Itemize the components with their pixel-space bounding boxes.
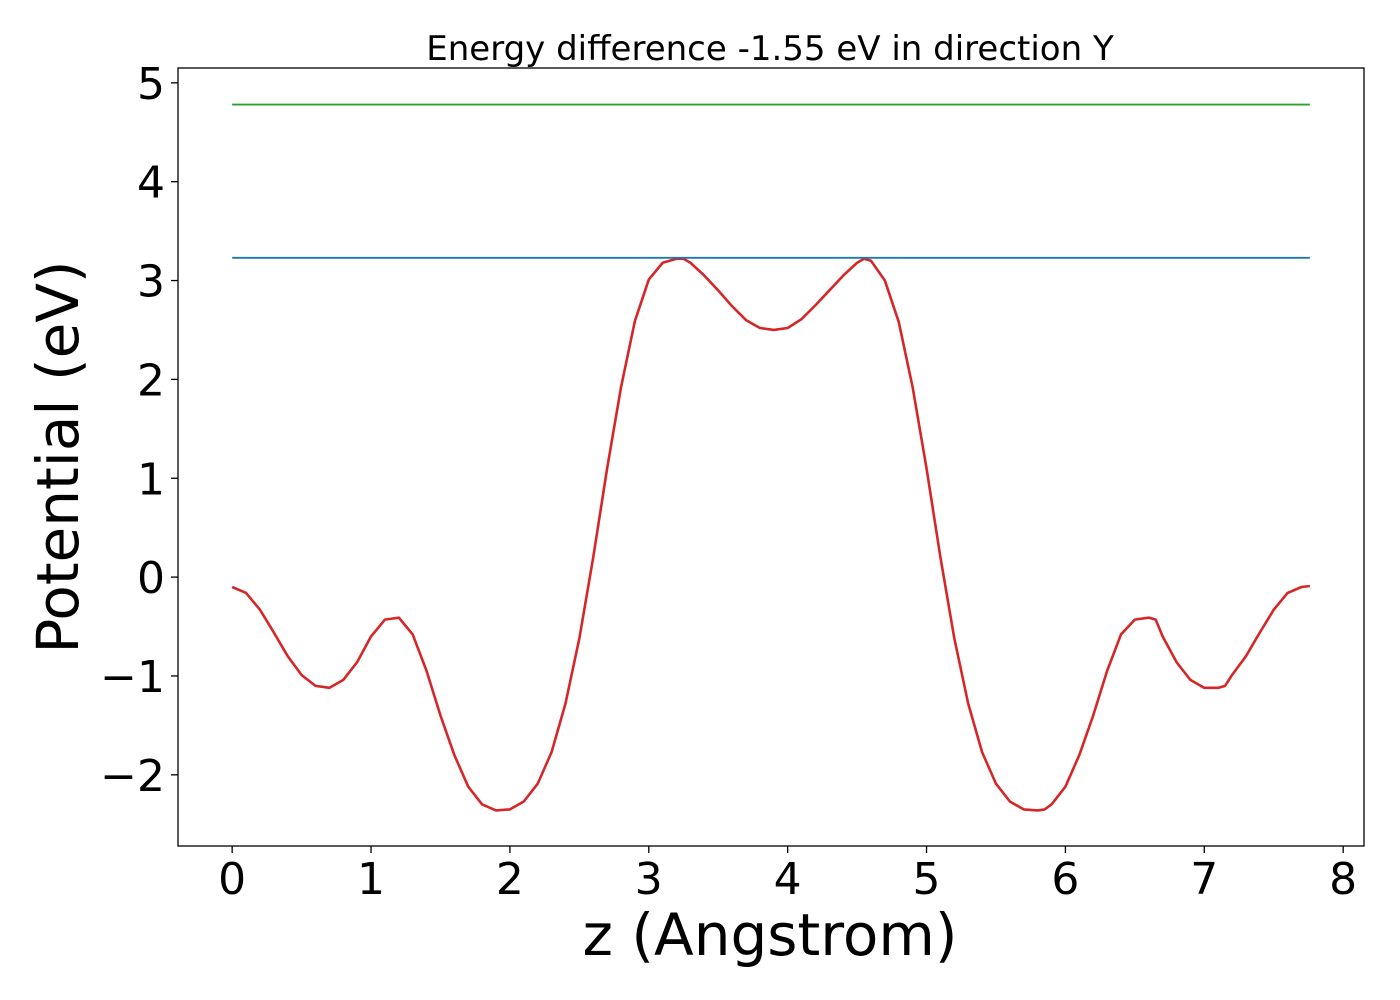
- plot-frame: [177, 67, 1365, 847]
- y-axis: −2 −1 0 1 2 3 4 5: [100, 59, 178, 802]
- x-tick-label: 5: [913, 854, 941, 905]
- x-tick-label: 2: [496, 854, 524, 905]
- x-tick-label: 0: [218, 854, 246, 905]
- y-tick-label: −1: [100, 652, 165, 703]
- x-tick-label: 1: [357, 854, 385, 905]
- y-axis-label: Potential (eV): [24, 260, 92, 653]
- x-tick-label: 6: [1051, 854, 1079, 905]
- y-tick-label: 5: [137, 59, 165, 110]
- x-tick-label: 4: [774, 854, 802, 905]
- x-axis: 0 1 2 3 4 5 6 7 8: [218, 846, 1357, 905]
- x-tick-label: 7: [1190, 854, 1218, 905]
- chart-title: Energy difference -1.55 eV in direction …: [426, 29, 1114, 69]
- y-tick-label: 4: [137, 158, 165, 209]
- y-tick-label: −2: [100, 751, 165, 802]
- series-line-1: [231, 257, 1310, 812]
- x-tick-label: 3: [635, 854, 663, 905]
- series-layer: [231, 103, 1310, 812]
- x-axis-label: z (Angstrom): [583, 901, 958, 969]
- y-tick-label: 3: [137, 257, 165, 308]
- y-tick-label: 2: [137, 355, 165, 406]
- x-tick-label: 8: [1329, 854, 1357, 905]
- y-tick-label: 1: [137, 454, 165, 505]
- y-tick-label: 0: [137, 553, 165, 604]
